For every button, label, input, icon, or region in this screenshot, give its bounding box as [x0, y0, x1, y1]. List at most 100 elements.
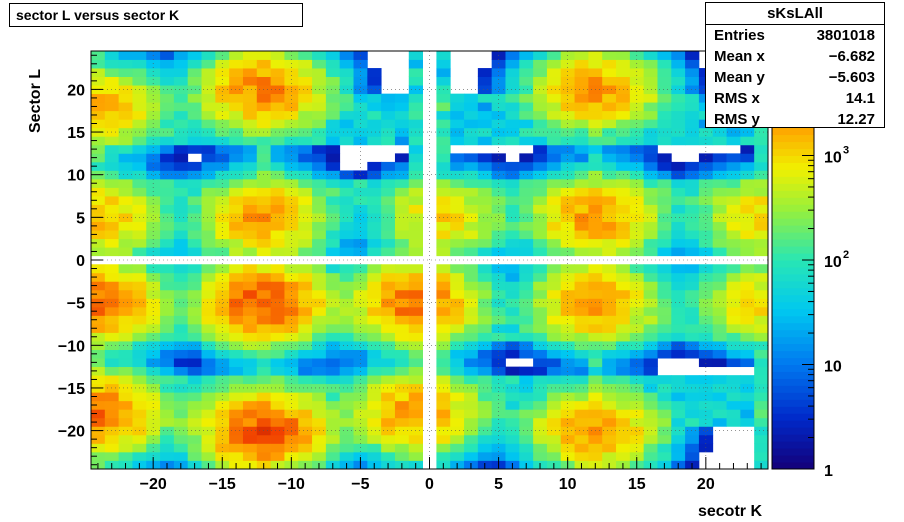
heatmap-cell: [629, 298, 645, 308]
heatmap-cell: [643, 417, 658, 427]
heatmap-cell: [339, 409, 354, 419]
heatmap-cell: [381, 204, 396, 214]
heatmap-cell: [436, 110, 451, 120]
heatmap-cell: [229, 51, 244, 60]
heatmap-cell: [201, 213, 216, 223]
heatmap-cell: [533, 298, 548, 308]
heatmap-cell: [602, 417, 617, 427]
heatmap-cell: [477, 110, 493, 120]
heatmap-cell: [215, 264, 230, 274]
heatmap-cell: [657, 170, 672, 180]
heatmap-cell: [132, 230, 147, 240]
heatmap-cell: [740, 392, 755, 402]
heatmap-cell: [560, 358, 575, 368]
heatmap-cell: [408, 68, 423, 77]
heatmap-cell: [242, 426, 258, 436]
heatmap-cell: [187, 383, 202, 393]
heatmap-cell: [160, 289, 175, 299]
heatmap-cell: [588, 76, 603, 86]
heatmap-cell: [256, 358, 272, 368]
heatmap-cell: [450, 196, 465, 205]
heatmap-cell: [657, 306, 672, 316]
heatmap-cell: [215, 383, 230, 393]
heatmap-cell: [353, 332, 368, 342]
heatmap-cell: [685, 434, 700, 444]
heatmap-cell: [450, 366, 465, 376]
heatmap-cell: [477, 400, 493, 410]
heatmap-cell: [436, 349, 451, 359]
heatmap-cell: [602, 358, 617, 368]
heatmap-cell: [408, 315, 423, 325]
heatmap-cell: [118, 68, 133, 77]
heatmap-cell: [698, 136, 714, 146]
heatmap-cell: [173, 341, 189, 350]
heatmap-cell: [519, 230, 534, 240]
heatmap-cell: [546, 93, 562, 103]
heatmap-cell: [298, 426, 313, 436]
heatmap-cell: [284, 349, 299, 359]
heatmap-cell: [477, 136, 493, 146]
heatmap-cell: [643, 76, 658, 86]
heatmap-cell: [229, 289, 244, 299]
heatmap-cell: [394, 434, 410, 444]
heatmap-cell: [754, 409, 769, 419]
heatmap-cell: [325, 161, 341, 171]
heatmap-cell: [477, 366, 493, 376]
heatmap-cell: [436, 323, 451, 333]
heatmap-cell: [339, 306, 354, 316]
heatmap-cell: [712, 332, 727, 342]
heatmap-cell: [408, 272, 423, 282]
heatmap-cell: [519, 281, 534, 291]
heatmap-cell: [533, 375, 548, 385]
heatmap-cell: [602, 127, 617, 137]
heatmap-cell: [339, 85, 354, 95]
heatmap-cell: [325, 417, 341, 427]
heatmap-cell: [298, 204, 313, 214]
heatmap-cell: [602, 93, 617, 103]
heatmap-cell: [408, 434, 423, 444]
heatmap-cell: [270, 230, 285, 240]
heatmap-cell: [270, 417, 285, 427]
heatmap-cell: [312, 375, 327, 385]
heatmap-cell: [270, 366, 285, 376]
heatmap-cell: [754, 349, 769, 359]
heatmap-cell: [698, 349, 714, 359]
heatmap-cell: [616, 119, 631, 129]
heatmap-cell: [533, 349, 548, 359]
heatmap-cell: [242, 366, 258, 376]
heatmap-cell: [505, 451, 520, 461]
heatmap-cell: [298, 366, 313, 376]
heatmap-cell: [408, 110, 423, 120]
heatmap-cell: [616, 366, 631, 376]
heatmap-cell: [657, 289, 672, 299]
palette-swatch: [772, 162, 814, 170]
chart-title: sector L versus sector K: [9, 3, 303, 27]
heatmap-cell: [464, 221, 479, 231]
heatmap-cell: [491, 272, 506, 282]
heatmap-cell: [229, 68, 244, 77]
heatmap-cell: [187, 85, 202, 95]
heatmap-cell: [546, 127, 562, 137]
heatmap-cell: [146, 76, 161, 86]
heatmap-cell: [574, 349, 589, 359]
heatmap-cell: [450, 136, 465, 146]
heatmap-cell: [450, 323, 465, 333]
heatmap-cell: [533, 341, 548, 350]
heatmap-cell: [201, 136, 216, 146]
heatmap-cell: [215, 230, 230, 240]
x-tick-label: 0: [425, 476, 434, 493]
heatmap-cell: [91, 93, 106, 103]
heatmap-cell: [173, 451, 189, 461]
heatmap-cell: [671, 409, 686, 419]
heatmap-cell: [394, 238, 410, 248]
heatmap-cell: [740, 349, 755, 359]
heatmap-cell: [643, 153, 658, 163]
heatmap-cell: [616, 434, 631, 444]
palette-swatch: [772, 294, 814, 303]
heatmap-cell: [754, 127, 769, 137]
heatmap-cell: [242, 170, 258, 180]
heatmap-cell: [339, 68, 354, 77]
heatmap-cell: [519, 161, 534, 171]
heatmap-cell: [657, 119, 672, 129]
heatmap-cell: [436, 289, 451, 299]
